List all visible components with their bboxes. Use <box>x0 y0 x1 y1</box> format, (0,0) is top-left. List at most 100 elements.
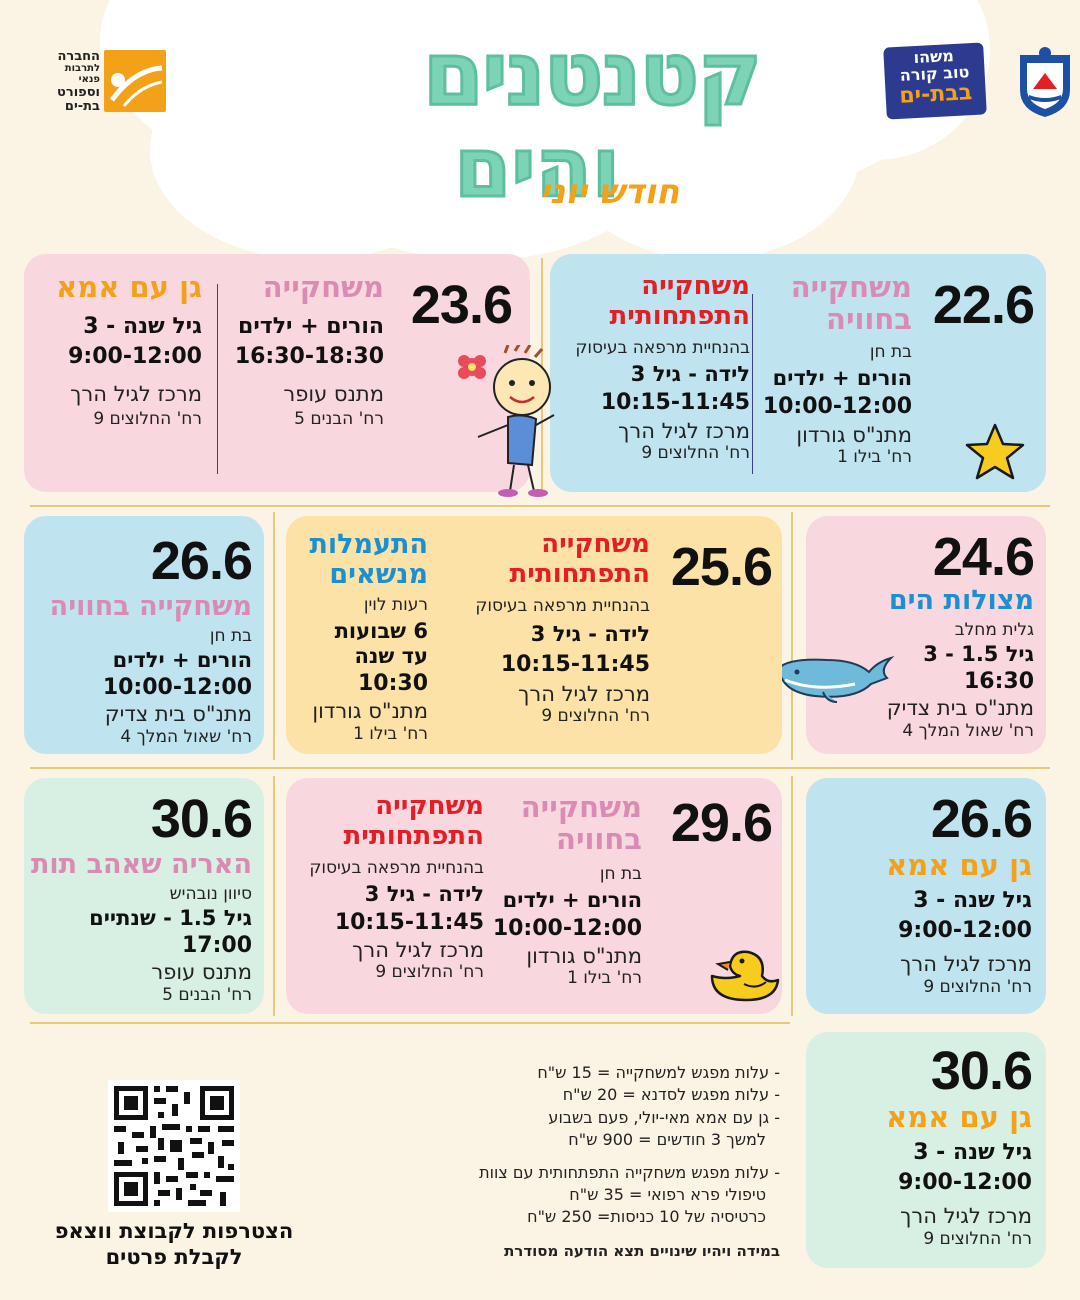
card-26-6-play: 26.6 משחקייה בחוויה בת חן הורים + ילדים … <box>24 516 264 754</box>
title-line-1: קטנטנים <box>421 22 763 125</box>
event-column-1: משחקייה בחוויה בת חן הורים + ילדים 10:00… <box>763 271 912 468</box>
event-date: 26.6 <box>150 531 253 591</box>
card-30-6-garden: 30.6 גן עם אמא גיל שנה - 3 9:00-12:00 מר… <box>806 1032 1046 1268</box>
card-22-6: 22.6 משחקייה בחוויה בת חן הורים + ילדים … <box>550 254 1046 492</box>
event-street: רח' החלוצים 9 <box>93 408 202 429</box>
grid-line-h2 <box>30 767 1050 769</box>
event-street: רח' הבנים 5 <box>162 985 252 1006</box>
grid-line-v5 <box>791 776 793 1016</box>
event-column-1: 26.6 משחקייה בחוויה בת חן הורים + ילדים … <box>50 531 253 748</box>
event-date: 29.6 <box>670 793 773 853</box>
event-time: 9:00-12:00 <box>898 917 1032 943</box>
price-line: טיפולי פרא רפואי = 35 ש"ח <box>569 1184 766 1204</box>
event-column-1: 26.6 גן עם אמא גיל שנה - 3 9:00-12:00 מר… <box>886 789 1033 997</box>
event-title: התעמלות <box>309 529 428 560</box>
event-title-2: התפתחותית <box>343 820 484 851</box>
event-street: רח' הבנים 5 <box>294 408 384 429</box>
event-audience: הורים + ילדים <box>112 647 252 672</box>
event-audience: לידה - גיל 3 <box>530 621 650 646</box>
event-time: 9:00-12:00 <box>68 343 202 369</box>
price-line: - עלות מפגש למשחקייה = 15 ש"ח <box>537 1063 780 1082</box>
event-audience: הורים + ילדים <box>502 887 642 912</box>
event-date: 24.6 <box>932 527 1035 587</box>
event-column-1: משחקייה בחוויה בת חן הורים + ילדים 10:00… <box>492 790 642 989</box>
event-host: בהנחיית מרפאה בעיסוק <box>575 337 750 358</box>
event-title: גן עם אמא <box>886 1100 1032 1134</box>
page-title: קטנטנים והים <box>300 22 770 220</box>
event-audience: לידה - גיל 3 <box>364 881 484 906</box>
event-time: 10:30 <box>357 670 428 696</box>
culture-logo-line-2: לתרבות פנאי <box>64 63 100 85</box>
event-title: גן עם אמא <box>886 848 1032 882</box>
event-host: בהנחיית מרפאה בעיסוק <box>475 595 650 616</box>
event-street: רח' שאול המלך 4 <box>902 721 1034 742</box>
event-location: מתנ"ס גורדון <box>312 698 428 723</box>
event-column-1: משחקייה הורים + ילדים 16:30-18:30 מתנס ע… <box>235 270 384 429</box>
event-audience: גיל שנה - 3 <box>913 887 1032 913</box>
event-audience: 6 שבועות <box>334 619 428 644</box>
event-column-2: משחקייה התפתחותית בהנחיית מרפאה בעיסוק ל… <box>575 271 750 464</box>
event-location: מרכז לגיל הרך <box>900 951 1032 976</box>
event-title: מצולות הים <box>888 585 1034 616</box>
card-30-6-show: 30.6 האריה שאהב תות סיוון נובהיש גיל 1.5… <box>24 778 264 1014</box>
price-line: - עלות מפגש לסדנא = 20 ש"ח <box>562 1085 780 1105</box>
event-street: רח' החלוצים 9 <box>641 443 750 464</box>
event-title: משחקייה <box>520 790 642 824</box>
event-title: האריה שאהב תות <box>30 849 252 880</box>
event-location: מתנס עופר <box>283 381 384 406</box>
slogan-line-3: בבת-ים <box>898 79 973 109</box>
price-list: - עלות מפגש למשחקייה = 15 ש"ח - עלות מפג… <box>479 1062 780 1262</box>
event-date: 26.6 <box>930 789 1033 849</box>
event-title: משחקייה <box>541 529 650 559</box>
event-host: בת חן <box>599 863 642 884</box>
event-time: 10:15-11:45 <box>334 909 484 935</box>
event-host: סיוון נובהיש <box>169 883 252 904</box>
column-divider <box>216 284 218 474</box>
event-column-1: 30.6 האריה שאהב תות סיוון נובהיש גיל 1.5… <box>30 789 253 1006</box>
event-street: רח' בילו 1 <box>567 968 642 989</box>
grid-line-v3 <box>791 512 793 760</box>
event-host: בת חן <box>869 341 912 362</box>
whale-icon <box>777 655 895 703</box>
card-26-6-garden: 26.6 גן עם אמא גיל שנה - 3 9:00-12:00 מר… <box>806 778 1046 1014</box>
subtitle: חודש יוני <box>540 172 680 212</box>
city-emblem-logo <box>1015 45 1075 120</box>
event-time: 10:00-12:00 <box>102 674 252 700</box>
culture-company-logo: החברה לתרבות פנאי וספורט בת-ים <box>40 49 166 114</box>
card-24-6: 24.6 מצולות הים גלית מחלב גיל 1.5 - 3 16… <box>806 516 1046 754</box>
child-drawing-icon <box>458 345 555 497</box>
event-column-2: גן עם אמא גיל שנה - 3 9:00-12:00 מרכז לג… <box>56 271 202 429</box>
event-host: רעות לוין <box>363 595 428 616</box>
event-column-1: משחקייה התפתחותית בהנחיית מרפאה בעיסוק ל… <box>475 529 650 726</box>
event-street: רח' שאול המלך 4 <box>120 727 252 748</box>
event-title: משחקייה <box>262 270 384 304</box>
event-street: רח' החלוצים 9 <box>923 1228 1032 1249</box>
event-time: 10:15-11:45 <box>500 651 650 677</box>
event-date: 22.6 <box>932 275 1035 335</box>
event-location: מרכז לגיל הרך <box>352 937 484 962</box>
event-street: רח' בילו 1 <box>837 447 912 468</box>
event-date: 30.6 <box>150 789 253 849</box>
event-column-1: 24.6 מצולות הים גלית מחלב גיל 1.5 - 3 16… <box>886 527 1035 742</box>
event-location: מרכז לגיל הרך <box>900 1203 1032 1228</box>
changes-note: במידה ויהיו שינויים תצא הודעה מסודרת <box>504 1241 780 1260</box>
event-location: מתנ"ס בית צדיק <box>886 696 1034 721</box>
event-audience: הורים + ילדים <box>238 313 384 339</box>
qr-code[interactable] <box>108 1080 240 1212</box>
event-title-2: בחוויה <box>826 301 912 336</box>
column-divider <box>751 294 753 474</box>
city-slogan-logo: משהו טוב קורה בבת-ים <box>883 42 987 120</box>
qr-caption-line-2: לקבלת פרטים <box>105 1245 243 1270</box>
event-audience-2: עד שנה <box>354 644 428 669</box>
event-street: רח' החלוצים 9 <box>923 976 1032 997</box>
price-line: - עלות מפגש משחקייה התפתחותית עם צוות <box>479 1162 780 1182</box>
event-street: רח' החלוצים 9 <box>375 962 484 983</box>
event-time: 10:00-12:00 <box>492 915 642 941</box>
event-audience: גיל 1.5 - שנתיים <box>89 905 252 930</box>
event-audience: גיל שנה - 3 <box>913 1139 1032 1165</box>
event-host: גלית מחלב <box>954 619 1034 640</box>
event-location: מרכז לגיל הרך <box>618 418 750 443</box>
event-audience: הורים + ילדים <box>772 365 912 390</box>
culture-logo-line-4: בת-ים <box>64 98 100 114</box>
event-location: מתנ"ס גורדון <box>526 943 642 968</box>
